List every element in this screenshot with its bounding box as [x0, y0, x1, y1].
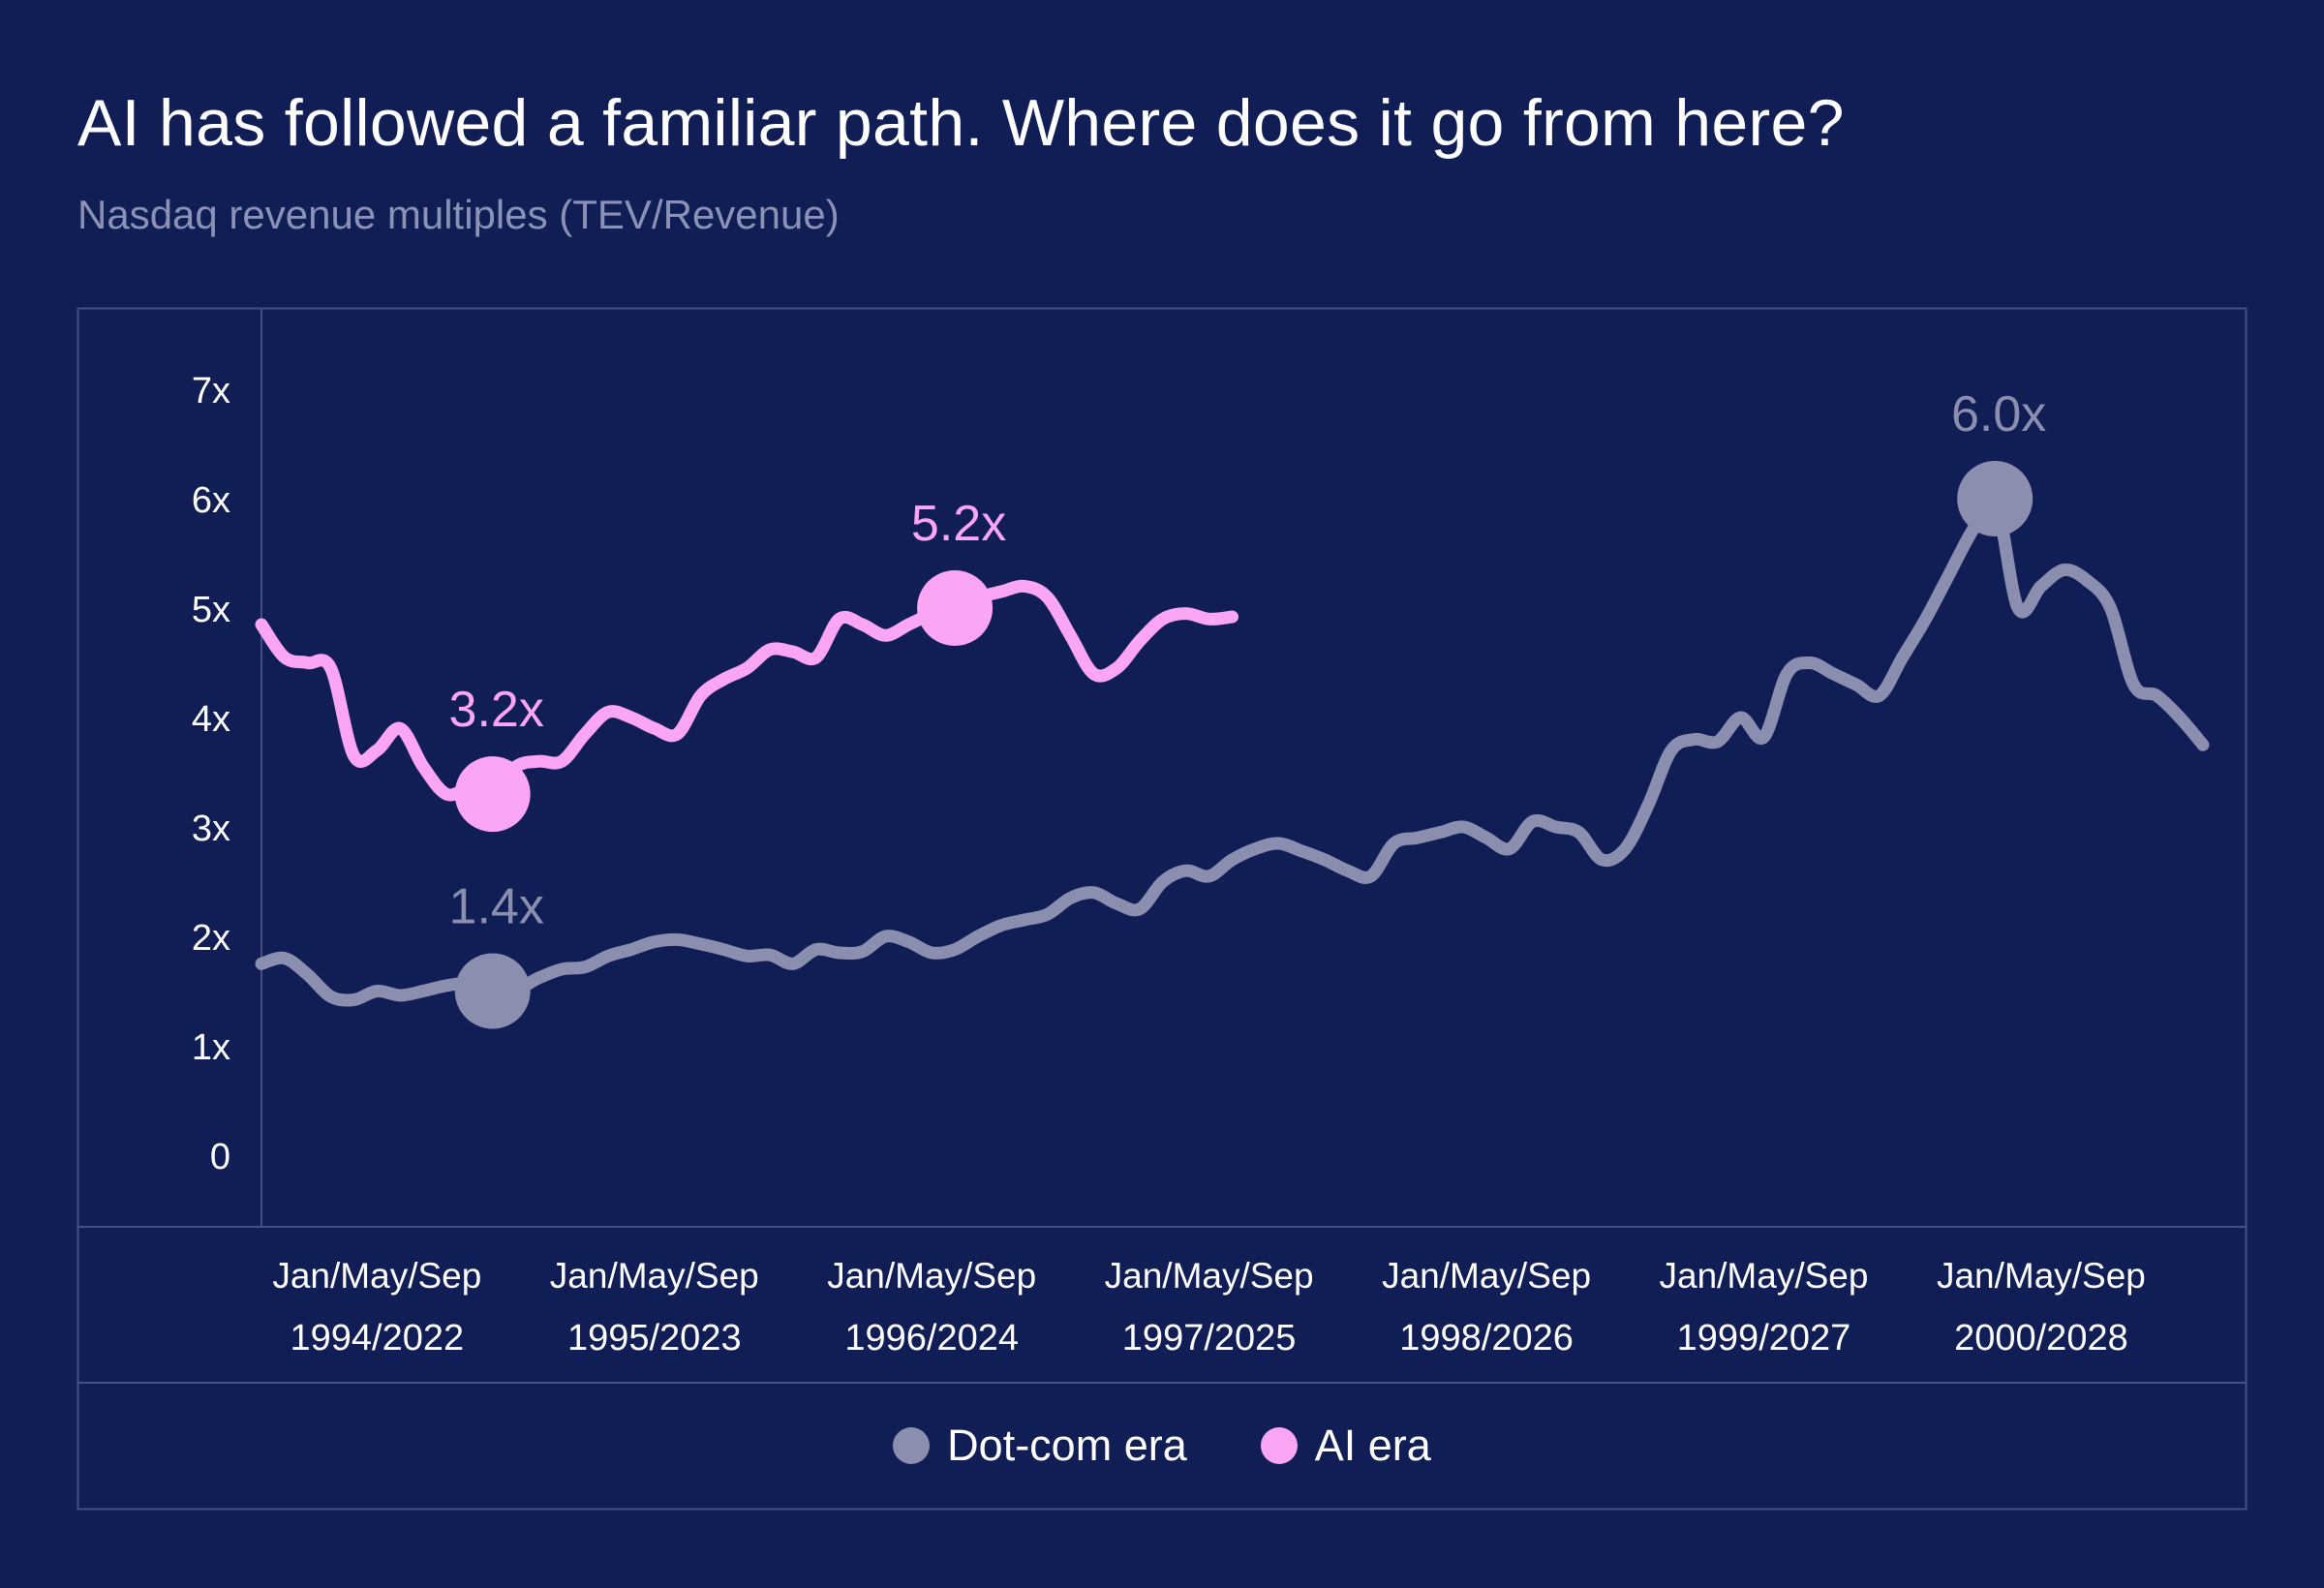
y-tick-label: 4x — [192, 699, 230, 740]
legend-label-dotcom: Dot-com era — [947, 1420, 1187, 1470]
series-lines — [255, 489, 2210, 1007]
annotation-marker-dotcom — [1957, 461, 2034, 536]
legend: Dot-com era AI era — [77, 1383, 2247, 1509]
legend-label-ai: AI era — [1314, 1420, 1431, 1470]
legend-item-dotcom: Dot-com era — [893, 1420, 1187, 1471]
x-tick-label-period: Jan/May/Sep — [827, 1256, 1036, 1296]
annotation-marker-ai — [917, 570, 994, 646]
y-tick-label: 0 — [210, 1137, 230, 1177]
y-tick-label: 6x — [192, 480, 230, 521]
y-tick-labels: 0 1x 2x 3x 4x 5x 6x 7x — [192, 371, 230, 1177]
x-tick-label-year: 2000/2028 — [1954, 1318, 2128, 1359]
x-tick-label-year: 1996/2024 — [844, 1318, 1019, 1359]
x-tick-label-year: 1994/2022 — [290, 1318, 465, 1359]
chart-subtitle: Nasdaq revenue multiples (TEV/Revenue) — [77, 192, 840, 237]
x-tick-label-period: Jan/May/Sep — [1660, 1256, 1869, 1296]
x-tick-label-period: Jan/May/Sep — [550, 1256, 759, 1296]
y-tick-label: 3x — [192, 809, 230, 849]
series-line-ai — [255, 579, 1238, 802]
annotation-label-dotcom: 1.4x — [449, 879, 544, 935]
legend-item-ai: AI era — [1260, 1420, 1431, 1471]
chart-title: AI has followed a familiar path. Where d… — [77, 86, 1845, 160]
x-tick-label-year: 1995/2023 — [567, 1318, 742, 1359]
series-line-dotcom — [255, 489, 2210, 1007]
x-tick-label-period: Jan/May/Sep — [1937, 1256, 2146, 1296]
y-tick-label: 2x — [192, 918, 230, 959]
annotation-label-ai: 3.2x — [449, 682, 544, 738]
annotation-marker-ai — [454, 756, 531, 833]
annotation-label-ai: 5.2x — [911, 496, 1006, 552]
chart-frame — [76, 307, 2248, 1511]
series-annotations: 1.4x 6.0x 3.2x 5.2x — [449, 386, 2046, 1029]
x-tick-label-period: Jan/May/Sep — [272, 1256, 481, 1296]
x-tick-label-period: Jan/May/Sep — [1382, 1256, 1591, 1296]
x-tick-label-year: 1997/2025 — [1122, 1318, 1297, 1359]
legend-swatch-ai — [1260, 1427, 1298, 1464]
x-tick-labels: Jan/May/Sep 1994/2022 Jan/May/Sep 1995/2023… — [272, 1256, 2146, 1359]
annotation-marker-dotcom — [454, 953, 531, 1029]
x-tick-label-year: 1998/2026 — [1399, 1318, 1574, 1359]
legend-swatch-dotcom — [893, 1427, 931, 1464]
y-tick-label: 7x — [192, 371, 230, 412]
annotation-label-dotcom: 6.0x — [1951, 386, 2046, 443]
x-tick-label-year: 1999/2027 — [1677, 1318, 1851, 1359]
x-tick-label-period: Jan/May/Sep — [1105, 1256, 1314, 1296]
y-tick-label: 5x — [192, 590, 230, 630]
y-tick-label: 1x — [192, 1027, 230, 1068]
